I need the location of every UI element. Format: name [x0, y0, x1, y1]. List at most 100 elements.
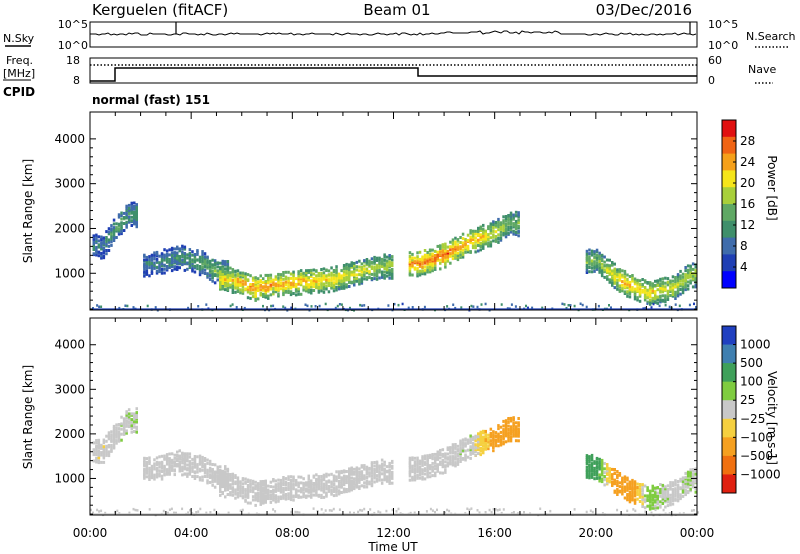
- heatmap-cell: [638, 282, 642, 286]
- heatmap-cell: [585, 249, 589, 253]
- heatmap-cell: [102, 249, 106, 252]
- heatmap-cell: [618, 489, 622, 493]
- heatmap-cell: [656, 281, 659, 285]
- heatmap-cell: [388, 268, 391, 272]
- heatmap-cell: [224, 495, 227, 499]
- heatmap-cell: [512, 418, 515, 422]
- heatmap-cell: [353, 264, 356, 268]
- heatmap-cell: [310, 291, 313, 295]
- heatmap-cell: [259, 491, 262, 495]
- heatmap-cell: [272, 493, 275, 497]
- heatmap-cell: [502, 231, 505, 235]
- heatmap-cell: [193, 458, 197, 462]
- heatmap-cell: [608, 469, 611, 473]
- heatmap-cell: [693, 302, 695, 306]
- heatmap-cell: [479, 438, 482, 442]
- heatmap-cell: [175, 511, 177, 515]
- heatmap-cell: [373, 474, 376, 478]
- heatmap-cell: [130, 224, 133, 227]
- heatmap-cell: [105, 444, 108, 448]
- heatmap-cell: [125, 424, 128, 428]
- heatmap-cell: [436, 465, 439, 469]
- heatmap-cell: [456, 239, 460, 243]
- heatmap-cell: [456, 457, 460, 461]
- heatmap-cell: [593, 469, 596, 473]
- heatmap-cell: [608, 476, 611, 480]
- heatmap-cell: [378, 478, 381, 482]
- heatmap-cell: [598, 260, 601, 263]
- heatmap-cell: [514, 427, 518, 431]
- heatmap-cell: [469, 445, 472, 449]
- heatmap-cell: [299, 283, 303, 287]
- colorbar-tick-label: 100: [740, 375, 763, 389]
- heatmap-cell: [497, 223, 500, 227]
- heatmap-cell: [304, 303, 307, 306]
- heatmap-cell: [654, 492, 657, 496]
- heatmap-cell: [380, 262, 384, 266]
- heatmap-cell: [373, 476, 376, 480]
- heatmap-cell: [143, 253, 146, 257]
- heatmap-cell: [335, 268, 338, 272]
- heatmap-cell: [345, 275, 348, 279]
- heatmap-cell: [330, 482, 333, 486]
- heatmap-cell: [621, 492, 624, 496]
- heatmap-cell: [648, 302, 652, 306]
- heatmap-cell: [659, 290, 662, 294]
- heatmap-cell: [112, 438, 116, 442]
- heatmap-cell: [626, 509, 629, 513]
- heatmap-cell: [267, 490, 270, 494]
- heatmap-cell: [342, 478, 346, 482]
- heatmap-cell: [148, 255, 151, 259]
- heatmap-cell: [181, 507, 184, 511]
- heatmap-cell: [658, 304, 661, 308]
- heatmap-cell: [411, 458, 414, 462]
- heatmap-cell: [611, 276, 614, 280]
- heatmap-cell: [600, 480, 604, 484]
- heatmap-cell: [153, 462, 156, 466]
- nsky-label: N.Sky: [3, 32, 35, 45]
- heatmap-cell: [689, 273, 692, 277]
- y-tick-label: 3000: [54, 177, 85, 191]
- heatmap-cell: [694, 472, 697, 476]
- heatmap-cell: [421, 262, 424, 266]
- heatmap-cell: [507, 424, 510, 428]
- heatmap-cell: [143, 469, 146, 473]
- heatmap-cell: [638, 489, 642, 493]
- heatmap-cell: [391, 508, 394, 512]
- heatmap-cell: [502, 431, 505, 435]
- heatmap-cell: [320, 283, 323, 287]
- heatmap-cell: [332, 494, 336, 498]
- heatmap-cell: [206, 470, 209, 474]
- heatmap-cell: [256, 496, 260, 500]
- heatmap-cell: [267, 484, 270, 488]
- heatmap-cell: [492, 437, 495, 441]
- heatmap-cell: [644, 510, 647, 513]
- heatmap-cell: [469, 456, 472, 460]
- heatmap-cell: [378, 464, 381, 468]
- heatmap-cell: [143, 270, 146, 274]
- heatmap-cell: [150, 474, 154, 478]
- heatmap-cell: [588, 248, 591, 252]
- heatmap-cell: [413, 467, 417, 471]
- heatmap-cell: [92, 252, 95, 256]
- heatmap-cell: [380, 270, 384, 274]
- heatmap-cell: [418, 271, 422, 275]
- heatmap-cell: [284, 277, 288, 281]
- heatmap-cell: [102, 447, 106, 451]
- heatmap-cell: [504, 419, 508, 423]
- heatmap-cell: [643, 298, 647, 302]
- heatmap-cell: [512, 217, 515, 221]
- nsearch-label: N.Search: [746, 30, 796, 43]
- heatmap-cell: [231, 479, 235, 483]
- heatmap-cell: [235, 306, 238, 309]
- heatmap-cell: [385, 255, 389, 259]
- heatmap-cell: [482, 244, 485, 248]
- heatmap-cell: [355, 485, 359, 489]
- heatmap-cell: [148, 466, 151, 470]
- heatmap-cell: [671, 275, 675, 279]
- heatmap-cell: [348, 489, 351, 493]
- heatmap-cell: [153, 257, 156, 261]
- heatmap-cell: [626, 478, 629, 482]
- heatmap-cell: [95, 441, 98, 445]
- heatmap-cell: [92, 234, 95, 238]
